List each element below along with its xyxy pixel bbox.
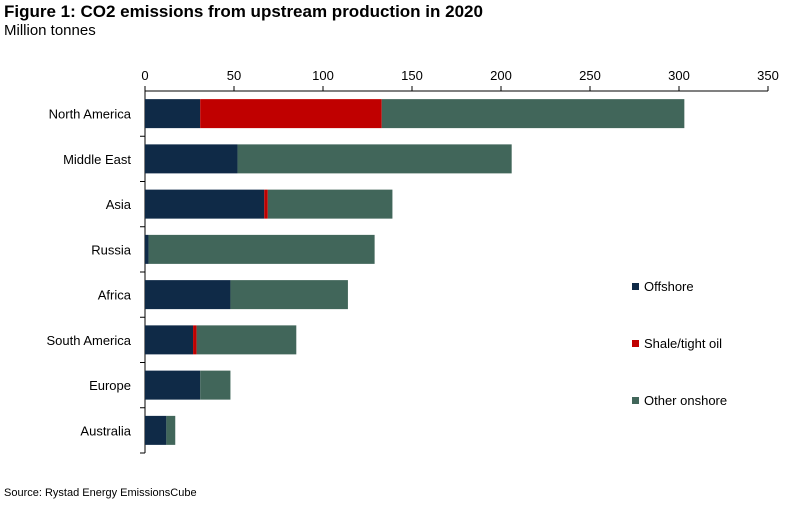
bar-segment-offshore — [145, 189, 265, 219]
legend-label: Offshore — [644, 279, 694, 294]
bar-segment-other-onshore — [196, 325, 297, 355]
bar-segment-offshore — [145, 234, 149, 264]
x-tick-label: 50 — [227, 68, 241, 83]
legend-swatch — [632, 283, 639, 290]
bar-segment-other-onshore — [267, 189, 393, 219]
bar-segment-other-onshore — [200, 370, 231, 400]
legend-swatch — [632, 340, 639, 347]
legend-label: Shale/tight oil — [644, 336, 722, 351]
x-tick-label: 300 — [668, 68, 690, 83]
bar-segment-offshore — [145, 144, 238, 174]
bar-segment-other-onshore — [230, 280, 348, 310]
bar-segment-other-onshore — [381, 99, 685, 129]
x-tick-label: 250 — [579, 68, 601, 83]
bar-segment-other-onshore — [166, 415, 176, 445]
category-label: Asia — [106, 197, 132, 212]
chart-subtitle: Million tonnes — [4, 22, 96, 39]
category-label: Europe — [89, 378, 131, 393]
category-label: Russia — [91, 242, 132, 257]
bar-segment-offshore — [145, 415, 167, 445]
x-tick-label: 100 — [312, 68, 334, 83]
bar-segment-shale-tight-oil — [264, 189, 268, 219]
category-label: Africa — [98, 288, 132, 303]
legend-swatch — [632, 397, 639, 404]
bar-segment-offshore — [145, 99, 201, 129]
bar-segment-offshore — [145, 370, 201, 400]
x-tick-label: 350 — [757, 68, 779, 83]
chart-title: Figure 1: CO2 emissions from upstream pr… — [4, 2, 483, 21]
category-label: Middle East — [63, 152, 131, 167]
bar-segment-shale-tight-oil — [193, 325, 197, 355]
x-tick-label: 150 — [401, 68, 423, 83]
category-label: Australia — [80, 423, 131, 438]
bar-segment-offshore — [145, 325, 194, 355]
x-tick-label: 200 — [490, 68, 512, 83]
source-note: Source: Rystad Energy EmissionsCube — [4, 487, 197, 499]
x-tick-label: 0 — [141, 68, 148, 83]
bar-segment-offshore — [145, 280, 231, 310]
bar-segment-other-onshore — [237, 144, 512, 174]
category-label: North America — [49, 107, 132, 122]
bar-segment-shale-tight-oil — [200, 99, 382, 129]
bar-segment-other-onshore — [148, 234, 375, 264]
legend-label: Other onshore — [644, 393, 727, 408]
category-label: South America — [46, 333, 131, 348]
